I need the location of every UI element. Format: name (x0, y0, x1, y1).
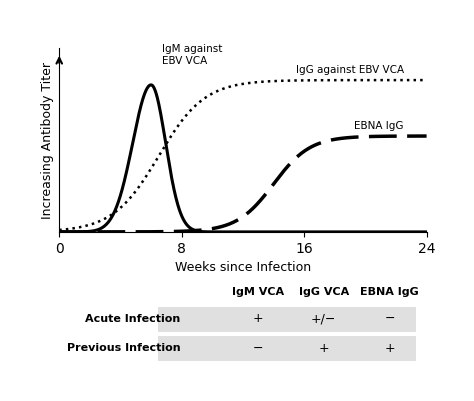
Text: IgG VCA: IgG VCA (299, 287, 349, 297)
Text: −: − (384, 312, 395, 325)
Text: Acute Infection: Acute Infection (85, 314, 181, 324)
Bar (158, 336, 416, 361)
Text: IgM VCA: IgM VCA (232, 287, 283, 297)
Bar (158, 307, 416, 332)
Text: IgG against EBV VCA: IgG against EBV VCA (295, 65, 404, 75)
Text: IgM against
EBV VCA: IgM against EBV VCA (162, 45, 222, 66)
Text: +/−: +/− (311, 312, 337, 325)
Text: −: − (252, 342, 263, 354)
X-axis label: Weeks since Infection: Weeks since Infection (175, 261, 311, 274)
Text: +: + (384, 342, 395, 354)
Text: EBNA IgG: EBNA IgG (354, 121, 404, 131)
Y-axis label: Increasing Antibody Titer: Increasing Antibody Titer (41, 61, 54, 219)
Text: Previous Infection: Previous Infection (67, 343, 181, 353)
Text: EBNA IgG: EBNA IgG (361, 287, 419, 297)
Text: +: + (252, 312, 263, 325)
Text: +: + (319, 342, 329, 354)
